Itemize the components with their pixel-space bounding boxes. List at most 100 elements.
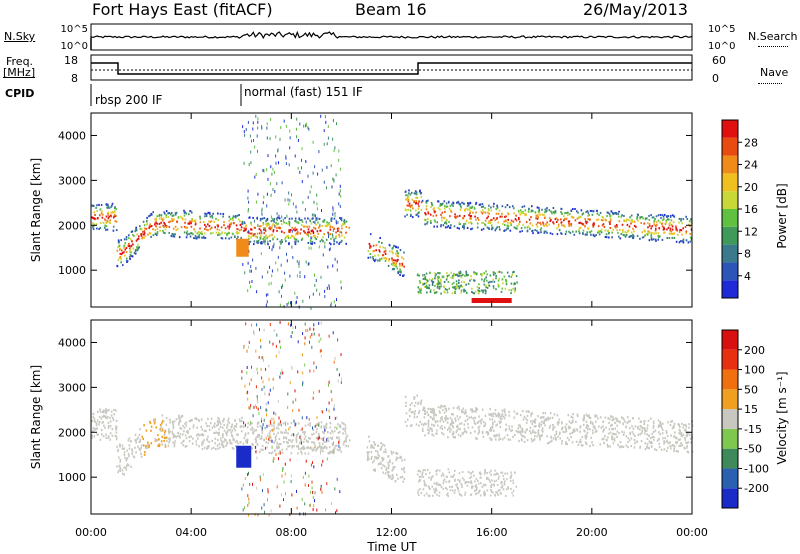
velocity-cell xyxy=(265,441,267,444)
velocity-cell xyxy=(439,426,442,429)
velocity-cell xyxy=(664,437,666,440)
power-cell xyxy=(564,212,566,215)
power-cell xyxy=(276,218,278,222)
velocity-cell xyxy=(427,485,430,488)
power-cell xyxy=(340,231,343,234)
power-cell xyxy=(294,226,296,229)
power-cell xyxy=(513,212,515,215)
power-cell xyxy=(205,213,208,216)
velocity-cell xyxy=(243,436,246,440)
velocity-cell xyxy=(548,426,551,429)
velocity-cell xyxy=(451,489,454,492)
power-cell xyxy=(320,114,322,118)
velocity-cell xyxy=(551,416,554,419)
power-cell xyxy=(556,221,558,223)
power-cell xyxy=(565,212,568,214)
beam-label: Beam 16 xyxy=(355,0,427,19)
power-cell xyxy=(184,226,187,229)
power-cell xyxy=(591,213,594,216)
power-cell xyxy=(322,220,324,223)
velocity-cell xyxy=(212,446,215,449)
velocity-cell xyxy=(309,504,311,507)
velocity-cell xyxy=(476,407,478,410)
velocity-cell xyxy=(309,369,311,373)
velocity-cell xyxy=(284,472,286,476)
velocity-cell xyxy=(685,435,688,438)
power-cell xyxy=(597,218,600,221)
power-cell xyxy=(154,228,157,231)
velocity-cell xyxy=(572,429,574,432)
velocity-cell xyxy=(344,439,346,443)
velocity-cell xyxy=(227,429,230,432)
power-cell xyxy=(417,273,419,276)
power-cell xyxy=(280,241,282,245)
power-cell xyxy=(255,114,257,118)
velocity-cell xyxy=(315,365,317,369)
power-cell xyxy=(175,229,177,232)
velocity-cell xyxy=(374,469,376,472)
power-cell xyxy=(491,224,493,227)
velocity-cell xyxy=(225,439,227,442)
power-cell xyxy=(267,154,269,158)
velocity-cell xyxy=(410,411,413,414)
power-cell xyxy=(401,264,404,267)
power-cell xyxy=(503,275,506,278)
power-cell xyxy=(592,234,595,237)
power-cell xyxy=(107,206,109,209)
power-cell xyxy=(285,222,288,225)
power-cell xyxy=(570,223,573,226)
velocity-cell xyxy=(682,433,685,436)
velocity-cell xyxy=(258,433,260,436)
power-cell xyxy=(197,236,200,239)
velocity-cell xyxy=(423,407,426,410)
power-cell xyxy=(424,282,426,285)
velocity-cell xyxy=(330,390,332,394)
velocity-cell xyxy=(661,428,664,431)
power-cell xyxy=(500,290,503,293)
power-cell xyxy=(666,218,669,221)
colorbar-tick-label: 50 xyxy=(744,383,758,396)
power-cell xyxy=(204,215,206,218)
power-cell xyxy=(587,218,589,221)
velocity-cell xyxy=(651,441,653,444)
velocity-cell xyxy=(658,438,660,441)
power-cell xyxy=(417,207,420,210)
velocity-cell xyxy=(250,422,252,425)
power-cell xyxy=(287,301,289,305)
velocity-cell xyxy=(647,419,650,422)
power-cell xyxy=(565,218,567,220)
velocity-cell xyxy=(586,424,588,427)
power-cell xyxy=(488,228,491,230)
power-cell xyxy=(285,162,287,166)
power-cell xyxy=(160,221,162,224)
power-cell xyxy=(116,249,119,252)
velocity-cell xyxy=(469,477,471,479)
power-cell xyxy=(434,284,436,287)
power-cell xyxy=(458,282,460,284)
velocity-cell xyxy=(404,395,407,398)
power-cell xyxy=(316,207,318,211)
power-cell xyxy=(475,203,477,206)
velocity-cell xyxy=(484,424,486,427)
power-cell xyxy=(193,220,195,223)
power-cell xyxy=(609,223,611,225)
power-cell xyxy=(300,238,303,241)
power-cell xyxy=(108,206,111,209)
velocity-cell xyxy=(530,420,532,423)
velocity-cell xyxy=(137,436,139,439)
power-cell xyxy=(331,226,334,229)
velocity-cell xyxy=(316,428,318,431)
velocity-cell xyxy=(452,435,455,438)
velocity-cell xyxy=(277,431,279,434)
power-cell xyxy=(505,219,507,222)
velocity-cell xyxy=(414,410,416,413)
velocity-cell xyxy=(245,322,247,326)
velocity-cell xyxy=(637,433,640,436)
power-cell xyxy=(303,124,305,128)
velocity-cell xyxy=(341,377,342,381)
velocity-cell xyxy=(419,488,421,491)
velocity-cell xyxy=(231,446,234,449)
power-cell xyxy=(642,236,645,239)
power-cell xyxy=(675,240,678,243)
velocity-cell xyxy=(318,321,320,325)
